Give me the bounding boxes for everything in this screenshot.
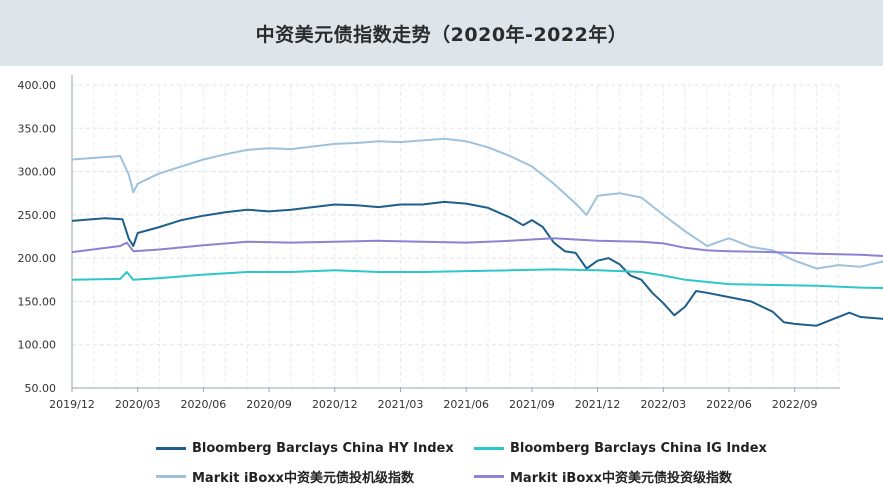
x-tick-labels: 2019/12 2020/03 2020/06 2020/09 2020/12 2021/… [49, 398, 817, 411]
legend-swatch [156, 446, 186, 450]
legend-item-1: Bloomberg Barclays China HY Index [156, 438, 474, 458]
x-tick-label: 2020/03 [115, 398, 161, 411]
x-tick-label: 2021/06 [443, 398, 489, 411]
legend-swatch [156, 474, 186, 478]
x-tick-label: 2019/12 [49, 398, 95, 411]
series-line-2 [71, 268, 883, 290]
legend-label: Markit iBoxx中资美元债投机级指数 [192, 470, 415, 486]
series-line-3 [71, 137, 883, 270]
x-tick-label: 2022/03 [640, 398, 686, 411]
x-tick-label: 2021/03 [378, 398, 424, 411]
legend-item-4: Markit iBoxx中资美元债投资级指数 [474, 466, 792, 486]
chart-title-bar: 中资美元债指数走势（2020年-2022年） [0, 0, 883, 66]
x-tick-label: 2021/09 [509, 398, 555, 411]
legend-label: Bloomberg Barclays China HY Index [192, 440, 454, 456]
series-line-1 [71, 200, 883, 327]
y-tick-label: 200.00 [18, 252, 57, 265]
legend-label: Markit iBoxx中资美元债投资级指数 [510, 470, 733, 486]
x-tick-label: 2021/12 [575, 398, 621, 411]
legend-item-3: Markit iBoxx中资美元债投机级指数 [156, 466, 474, 486]
y-tick-label: 400.00 [18, 79, 57, 92]
x-tick-label: 2022/06 [706, 398, 752, 411]
y-tick-label: 300.00 [18, 166, 57, 179]
legend-swatch [474, 446, 504, 450]
grid-lines [72, 84, 840, 388]
x-tick-label: 2020/06 [181, 398, 227, 411]
series-lines [71, 137, 883, 327]
y-tick-label: 50.00 [25, 382, 57, 395]
axes [71, 75, 840, 392]
legend-label: Bloomberg Barclays China IG Index [510, 440, 767, 456]
y-tick-label: 150.00 [18, 295, 57, 308]
x-tick-label: 2020/09 [246, 398, 292, 411]
y-tick-label: 100.00 [18, 339, 57, 352]
chart-legend: Bloomberg Barclays China HY Index Bloombe… [156, 438, 796, 486]
y-tick-labels: 400.00 350.00 300.00 250.00 200.00 150.00 100.… [18, 79, 57, 395]
legend-item-2: Bloomberg Barclays China IG Index [474, 438, 792, 458]
x-tick-label: 2022/09 [772, 398, 818, 411]
y-tick-label: 250.00 [18, 209, 57, 222]
legend-swatch [474, 474, 504, 478]
y-tick-label: 350.00 [18, 122, 57, 135]
series-line-4 [71, 237, 883, 258]
chart-title: 中资美元债指数走势（2020年-2022年） [255, 23, 628, 46]
x-tick-label: 2020/12 [312, 398, 358, 411]
